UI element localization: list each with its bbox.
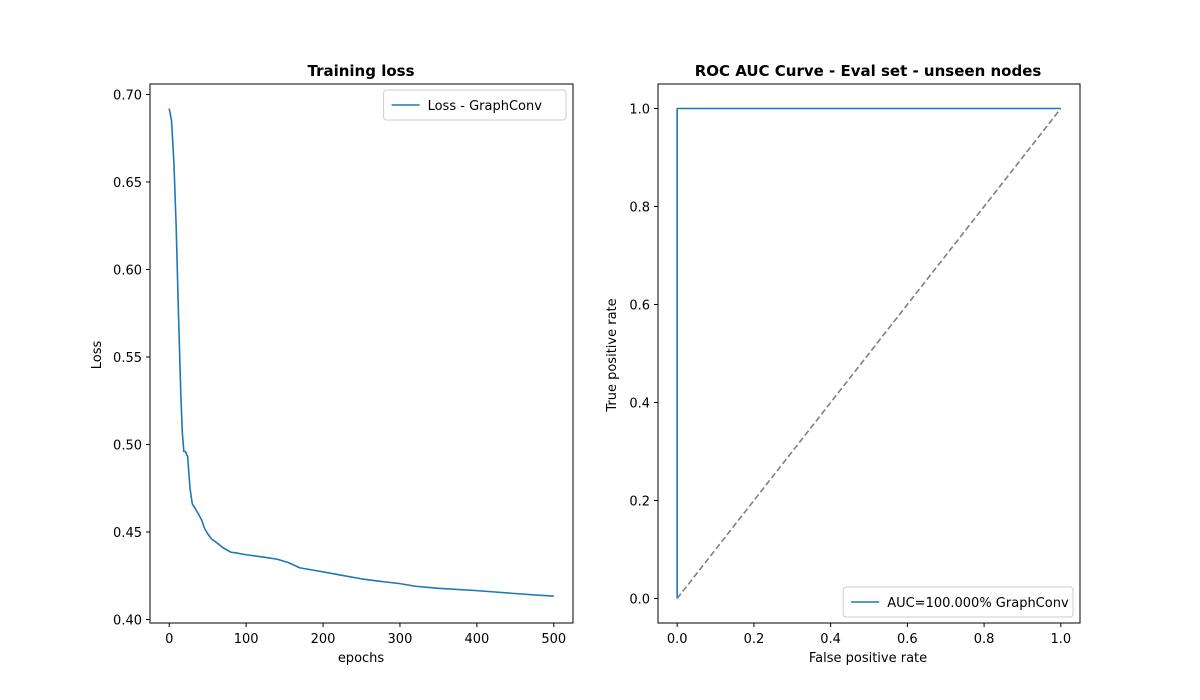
chart-title: ROC AUC Curve - Eval set - unseen nodes — [695, 62, 1042, 80]
y-axis-label: True positive rate — [605, 298, 620, 412]
y-tick-label: 0.55 — [113, 351, 142, 366]
y-tick-label: 0.2 — [629, 495, 650, 510]
x-tick-label: 0.8 — [974, 632, 995, 647]
series-line — [168, 108, 554, 598]
y-tick-label: 0.40 — [113, 614, 142, 629]
x-tick-label: 200 — [311, 632, 336, 647]
x-tick-label: 0.0 — [667, 632, 688, 647]
x-axis-label: False positive rate — [809, 651, 927, 666]
y-tick-label: 0.6 — [629, 299, 650, 314]
x-tick-label: 0.2 — [744, 632, 765, 647]
y-tick-label: 0.50 — [113, 439, 142, 454]
legend-label: Loss - GraphConv — [428, 99, 543, 114]
roc-auc-chart: ROC AUC Curve - Eval set - unseen nodes … — [605, 62, 1081, 666]
y-tick-label: 0.65 — [113, 176, 142, 191]
training-loss-chart: Training loss epochs Loss 0 100 200 300 400 5… — [90, 62, 574, 666]
legend: Loss - GraphConv — [383, 89, 567, 121]
x-tick-label: 300 — [388, 632, 413, 647]
x-tick-label: 400 — [464, 632, 489, 647]
x-tick-label: 1.0 — [1050, 632, 1071, 647]
y-tick-label: 0.60 — [113, 264, 142, 279]
x-axis-label: epochs — [338, 651, 385, 666]
chart-title: Training loss — [307, 62, 414, 80]
x-tick-label: 0.6 — [897, 632, 918, 647]
axes-frame — [657, 83, 1081, 624]
y-tick-label: 0.70 — [113, 89, 142, 104]
legend-box — [383, 89, 567, 121]
y-tick-label: 0.4 — [629, 397, 650, 412]
y-tick-label: 1.0 — [629, 103, 650, 118]
reference-diagonal-line — [676, 108, 1062, 599]
x-tick-label: 0.4 — [820, 632, 841, 647]
y-tick-label: 0.45 — [113, 526, 142, 541]
axes-frame — [149, 83, 574, 624]
legend-label: AUC=100.000% GraphConv — [887, 596, 1069, 611]
y-tick-label: 0.8 — [629, 201, 650, 216]
series-line — [676, 107, 1061, 599]
x-tick-label: 500 — [541, 632, 566, 647]
x-tick-label: 0 — [165, 632, 173, 647]
legend: AUC=100.000% GraphConv — [842, 586, 1074, 618]
x-tick-label: 100 — [234, 632, 259, 647]
y-axis-label: Loss — [90, 341, 105, 370]
y-tick-label: 0.0 — [629, 593, 650, 608]
legend-box — [842, 586, 1074, 618]
